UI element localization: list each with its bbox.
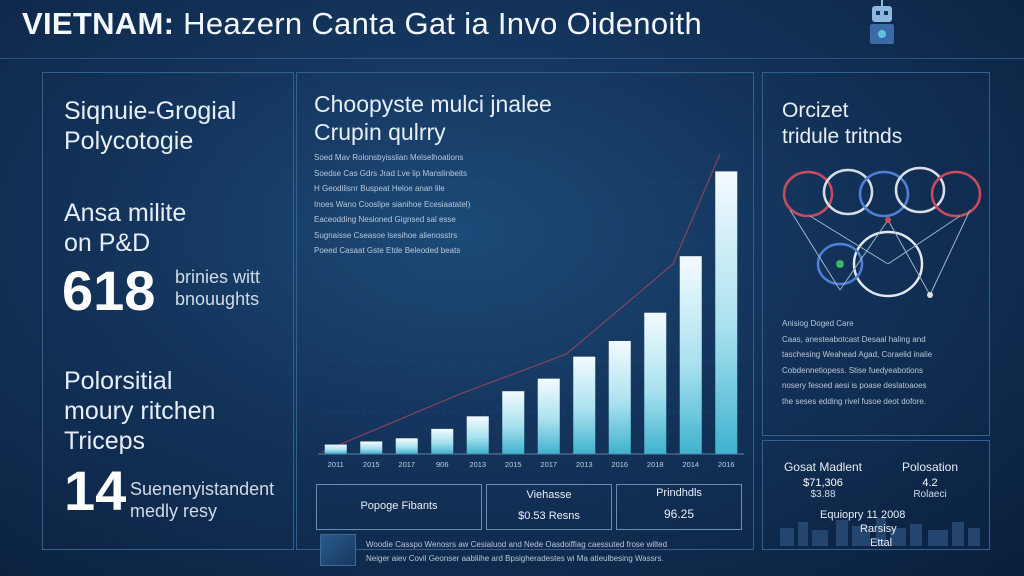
x-tick-label: 2016	[611, 460, 628, 469]
stat-value-2: 14	[64, 459, 127, 522]
right-panel-bottom	[762, 440, 990, 550]
info-box-2: Viehasse $0.53 Resns	[486, 484, 612, 530]
x-tick-label: 2018	[647, 460, 664, 469]
right-stat-sub: Rolaeci	[913, 489, 947, 500]
header-divider	[0, 58, 1024, 59]
x-tick-label: 2017	[540, 460, 557, 469]
info-box-sub: 96.25	[663, 507, 695, 521]
x-tick-label: 2015	[505, 460, 522, 469]
stat-value-1: 618	[62, 259, 156, 322]
bar-8	[608, 340, 631, 454]
bar-3	[431, 428, 454, 454]
info-box-label: Prindhdls	[656, 487, 702, 499]
x-tick-label: 2013	[469, 460, 486, 469]
right-heading: Orcizet tridule tritnds	[782, 99, 903, 148]
bar-0	[324, 444, 347, 454]
x-tick-label: 2011	[328, 460, 344, 469]
bottom-text: Woodie Casspo Wenosrs aw Cesialuod and N…	[366, 540, 668, 563]
left-section-2: Ansa milite on P&D	[64, 199, 187, 257]
network-rings-diagram	[782, 166, 982, 298]
bar-5	[502, 391, 525, 454]
left-panel	[42, 72, 294, 550]
bar-10	[679, 256, 702, 454]
x-tick-label: 2016	[718, 460, 735, 469]
bar-2	[395, 438, 418, 454]
right-stat-label: Polosation	[901, 460, 959, 474]
bar-4	[466, 416, 489, 454]
left-section-3: Polorsitial moury ritchen Triceps	[64, 367, 216, 455]
info-box-label: Popoge Fibants	[360, 500, 438, 512]
info-box-3: Prindhdls 96.25	[616, 484, 742, 530]
bar-7	[573, 356, 596, 454]
info-box-1: Popoge Fibants	[316, 484, 482, 530]
robot-logo-icon	[862, 0, 902, 52]
center-panel	[296, 72, 754, 550]
right-stat-sub: $3.88	[810, 489, 836, 500]
right-stat-2: Polosation 4.2 Rolaeci	[880, 460, 980, 500]
x-tick-label: 2015	[363, 460, 380, 469]
x-tick-label: 2013	[576, 460, 593, 469]
x-tick-label: 906	[436, 460, 449, 469]
city-silhouette	[776, 516, 982, 546]
right-stat-1: Gosat Madlent $71,306 $3.88	[776, 460, 870, 500]
right-stat-label: Gosat Madlent	[783, 460, 863, 474]
x-tick-label: 2014	[682, 460, 699, 469]
right-paragraph: Anisiog Doged Care Caas, anesteabotcast D…	[782, 319, 933, 406]
bar-1	[360, 441, 383, 454]
bar-9	[644, 312, 667, 454]
stat-caption-2: Suenenyistandent medly resy	[130, 479, 275, 521]
stat-caption-1: brinies witt bnouughts	[175, 267, 261, 309]
page-title: VIETNAM: Heazern Canta Gat ia Invo Oiden…	[22, 6, 703, 41]
bar-chart: 2011 2015 2017 906 2013 2015 2017 2013 2016 2018 2…	[318, 153, 744, 469]
chart-heading: Choopyste mulci jnalee Crupin qulrry	[314, 91, 552, 145]
bottom-thumbnail	[320, 534, 356, 566]
bar-6	[537, 378, 560, 454]
trend-line	[321, 153, 721, 453]
x-tick-label: 2017	[398, 460, 415, 469]
right-panel-top	[762, 72, 990, 436]
right-footer: Equiopry 11 2008 Rarsisy Ettal	[820, 509, 906, 549]
info-box-label: Viehasse	[526, 489, 572, 501]
info-box-sub: $0.53 Resns	[518, 510, 580, 522]
left-section-1: Siqnuie-Grogial Polycotogie	[64, 97, 237, 155]
bar-11	[715, 171, 738, 454]
chart-notes: Soed Mav Rolonsbyisslian Melselhoations S…	[314, 153, 471, 255]
right-stat-value: 4.2	[922, 477, 938, 489]
right-stat-value: $71,306	[803, 477, 843, 489]
